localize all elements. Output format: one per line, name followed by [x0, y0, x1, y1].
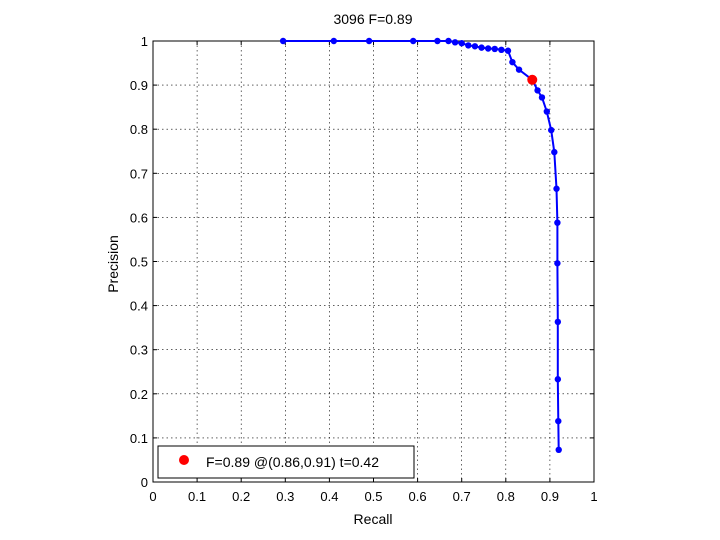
- pr-point: [365, 37, 373, 45]
- pr-point: [445, 37, 452, 45]
- pr-point: [509, 58, 516, 66]
- y-tick-label: 0.8: [130, 122, 148, 137]
- pr-point: [548, 126, 555, 134]
- x-tick-label: 0.5: [364, 489, 382, 504]
- pr-point: [551, 148, 558, 156]
- series-layer: [279, 37, 562, 454]
- pr-point: [554, 318, 562, 326]
- x-tick-label: 0.4: [320, 489, 338, 504]
- x-tick-label: 0.2: [232, 489, 250, 504]
- pr-point: [471, 43, 479, 50]
- pr-point: [538, 94, 546, 101]
- x-tick-label: 0.8: [497, 489, 515, 504]
- legend-box: [157, 445, 415, 479]
- x-tick-label: 1: [590, 489, 597, 504]
- pr-point: [434, 37, 441, 45]
- pr-point: [534, 87, 541, 94]
- x-axis: 0 0.1 0.2 0.3 0.4 0.5 0.6 0.7 0.8 0.9 1: [149, 41, 598, 504]
- y-axis: 0 0.1 0.2 0.3 0.4 0.5 0.6 0.7 0.8 0.9 1: [130, 34, 594, 490]
- y-tick-label: 0.4: [130, 299, 148, 314]
- pr-point: [491, 45, 498, 53]
- pr-point: [409, 37, 417, 45]
- pr-point: [504, 47, 512, 54]
- x-tick-label: 0: [149, 489, 156, 504]
- pr-point: [553, 185, 560, 192]
- pr-point: [330, 37, 338, 45]
- x-tick-label: 0.6: [409, 489, 427, 504]
- pr-point: [554, 260, 561, 267]
- y-tick-label: 0.3: [130, 343, 148, 358]
- grid: [153, 41, 594, 482]
- y-tick-label: 0.5: [130, 255, 148, 270]
- y-tick-label: 0: [141, 475, 148, 490]
- x-tick-label: 0.1: [188, 489, 206, 504]
- y-tick-label: 0.2: [130, 387, 148, 402]
- pr-point: [498, 46, 505, 54]
- pr-curve-line: [283, 40, 560, 450]
- pr-point: [279, 37, 287, 45]
- x-tick-label: 0.9: [541, 489, 559, 504]
- pr-point: [554, 219, 561, 226]
- pr-point: [478, 44, 485, 51]
- y-tick-label: 0.6: [130, 210, 148, 225]
- x-tick-label: 0.3: [276, 489, 294, 504]
- y-tick-label: 0.7: [130, 166, 148, 181]
- x-axis-label: Recall: [354, 511, 393, 527]
- pr-point: [465, 42, 472, 49]
- best-f-point: [527, 74, 538, 85]
- pr-point: [554, 376, 562, 383]
- pr-point: [555, 417, 562, 425]
- legend-label: F=0.89 @(0.86,0.91) t=0.42: [206, 454, 379, 470]
- chart-title: 3096 F=0.89: [333, 11, 412, 27]
- pr-point: [543, 108, 551, 115]
- y-axis-label: Precision: [105, 235, 121, 293]
- y-tick-label: 1: [141, 34, 148, 49]
- y-tick-label: 0.9: [130, 78, 148, 93]
- pr-point: [484, 45, 492, 52]
- pr-point: [451, 39, 459, 46]
- y-tick-label: 0.1: [130, 431, 148, 446]
- x-tick-label: 0.7: [453, 489, 471, 504]
- legend-marker: [179, 455, 189, 465]
- pr-point: [515, 66, 523, 73]
- pr-point: [458, 40, 465, 47]
- pr-point: [555, 446, 562, 454]
- legend: F=0.89 @(0.86,0.91) t=0.42: [157, 445, 415, 479]
